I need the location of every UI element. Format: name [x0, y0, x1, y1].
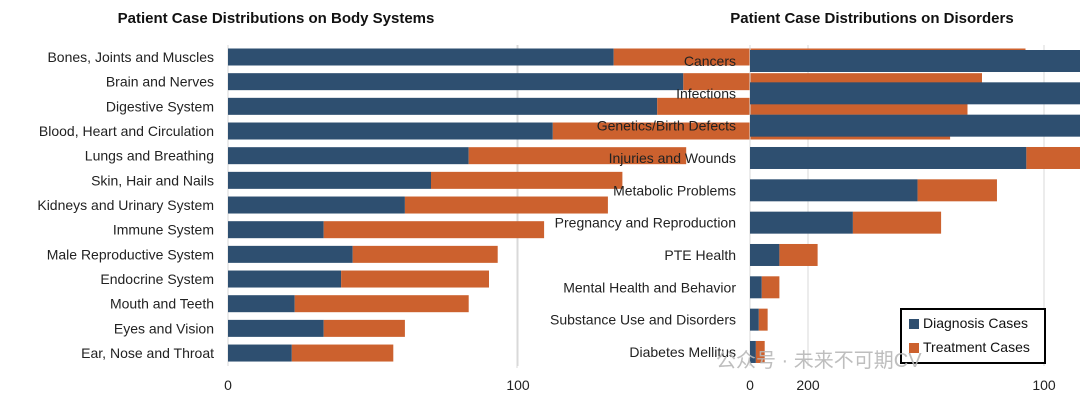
bar-diagnosis-cases-diabetes-mellitus: [750, 340, 756, 363]
bar-diagnosis-cases-endocrine-system: [228, 270, 342, 288]
category-label-diabetes-mellitus: Diabetes Mellitus: [629, 344, 736, 360]
bar-treatment-cases-endocrine-system: [341, 270, 489, 288]
bar-diagnosis-cases-substance-use-and-disorders: [750, 308, 759, 331]
bar-treatment-cases-diabetes-mellitus: [755, 340, 765, 363]
category-label-lungs-and-breathing: Lungs and Breathing: [85, 148, 214, 164]
bar-treatment-cases-substance-use-and-disorders: [758, 308, 768, 331]
category-label-cancers: Cancers: [684, 53, 736, 69]
bar-treatment-cases-lungs-and-breathing: [468, 147, 687, 165]
category-label-brain-and-nerves: Brain and Nerves: [106, 74, 214, 90]
bar-treatment-cases-kidneys-and-urinary-system: [404, 196, 608, 214]
bar-treatment-cases-immune-system: [323, 221, 545, 239]
bar-diagnosis-cases-mental-health-and-behavior: [750, 276, 762, 299]
bar-treatment-cases-eyes-and-vision: [323, 319, 405, 337]
legend-swatch-treatment: [909, 343, 919, 353]
bar-diagnosis-cases-injuries-and-wounds: [750, 146, 1027, 169]
disorders-chart: Patient Case Distributions on Disorders 0…: [550, 10, 1080, 393]
bar-treatment-cases-male-reproductive-system: [352, 245, 498, 263]
category-label-ear-nose-and-throat: Ear, Nose and Throat: [81, 345, 214, 361]
category-label-genetics-birth-defects: Genetics/Birth Defects: [597, 118, 736, 134]
bar-treatment-cases-skin-hair-and-nails: [431, 171, 623, 189]
bar-diagnosis-cases-metabolic-problems: [750, 179, 918, 202]
bar-diagnosis-cases-bones-joints-and-muscles: [228, 48, 614, 66]
bar-treatment-cases-pte-health: [779, 243, 818, 266]
category-label-substance-use-and-disorders: Substance Use and Disorders: [550, 312, 736, 328]
bar-treatment-cases-mental-health-and-behavior: [761, 276, 780, 299]
watermark: 公众号 · 未来不可期CV: [716, 349, 922, 372]
bar-diagnosis-cases-immune-system: [228, 221, 324, 239]
x-tick-label: 0: [224, 377, 232, 393]
bar-diagnosis-cases-pte-health: [750, 243, 780, 266]
bar-treatment-cases-injuries-and-wounds: [1026, 146, 1080, 169]
bar-treatment-cases-metabolic-problems: [917, 179, 997, 202]
bar-diagnosis-cases-pregnancy-and-reproduction: [750, 211, 853, 234]
x-tick-label: 100: [1032, 377, 1056, 393]
bar-diagnosis-cases-kidneys-and-urinary-system: [228, 196, 405, 214]
legend-box: [900, 308, 1046, 364]
bar-diagnosis-cases-infections: [750, 82, 1080, 105]
category-label-mental-health-and-behavior: Mental Health and Behavior: [563, 279, 736, 295]
bar-diagnosis-cases-eyes-and-vision: [228, 319, 324, 337]
bar-diagnosis-cases-male-reproductive-system: [228, 245, 353, 263]
bar-diagnosis-cases-digestive-system: [228, 97, 658, 115]
bar-diagnosis-cases-genetics-birth-defects: [750, 114, 1080, 137]
legend-label-diagnosis: Diagnosis Cases: [923, 315, 1028, 331]
category-label-injuries-and-wounds: Injuries and Wounds: [609, 150, 736, 166]
bar-treatment-cases-pregnancy-and-reproduction: [852, 211, 942, 234]
category-label-eyes-and-vision: Eyes and Vision: [114, 320, 214, 336]
category-label-immune-system: Immune System: [113, 222, 214, 238]
bar-diagnosis-cases-skin-hair-and-nails: [228, 171, 431, 189]
chart-title: Patient Case Distributions on Disorders: [730, 10, 1013, 27]
bar-diagnosis-cases-ear-nose-and-throat: [228, 344, 292, 362]
category-label-metabolic-problems: Metabolic Problems: [613, 182, 736, 198]
legend-label-treatment: Treatment Cases: [923, 339, 1030, 355]
category-label-pte-health: PTE Health: [664, 247, 736, 263]
legend: Diagnosis Cases Treatment Cases: [900, 308, 1046, 364]
bar-diagnosis-cases-cancers: [750, 50, 1080, 72]
x-tick-label: 100: [506, 377, 530, 393]
category-label-blood-heart-and-circulation: Blood, Heart and Circulation: [39, 123, 214, 139]
category-label-male-reproductive-system: Male Reproductive System: [47, 246, 214, 262]
bar-treatment-cases-ear-nose-and-throat: [291, 344, 394, 362]
category-label-endocrine-system: Endocrine System: [100, 271, 214, 287]
bar-diagnosis-cases-blood-heart-and-circulation: [228, 122, 553, 140]
chart-title: Patient Case Distributions on Body Syste…: [118, 10, 435, 27]
category-label-bones-joints-and-muscles: Bones, Joints and Muscles: [47, 49, 214, 65]
x-tick-label: 200: [796, 377, 820, 393]
category-label-infections: Infections: [676, 85, 736, 101]
bar-treatment-cases-mouth-and-teeth: [294, 295, 469, 313]
category-label-skin-hair-and-nails: Skin, Hair and Nails: [91, 172, 214, 188]
category-label-kidneys-and-urinary-system: Kidneys and Urinary System: [37, 197, 214, 213]
bar-diagnosis-cases-mouth-and-teeth: [228, 295, 295, 313]
bar-diagnosis-cases-lungs-and-breathing: [228, 147, 469, 165]
category-label-digestive-system: Digestive System: [106, 98, 214, 114]
x-tick-label: 0: [746, 377, 754, 393]
bar-diagnosis-cases-brain-and-nerves: [228, 73, 684, 91]
category-label-mouth-and-teeth: Mouth and Teeth: [110, 296, 214, 312]
legend-swatch-diagnosis: [909, 319, 919, 329]
category-label-pregnancy-and-reproduction: Pregnancy and Reproduction: [555, 215, 736, 231]
